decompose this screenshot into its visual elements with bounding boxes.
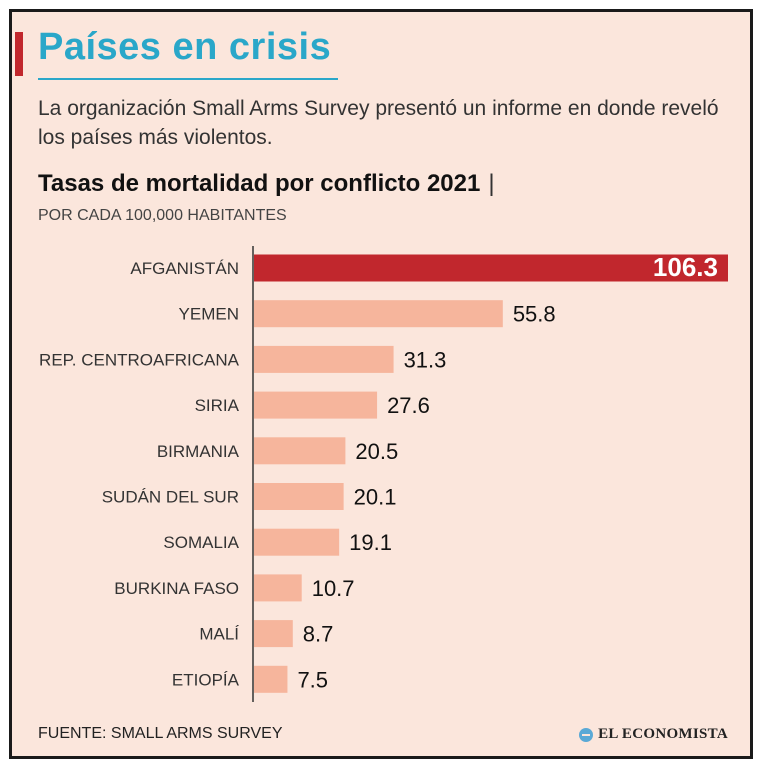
category-label: SIRIA: [195, 396, 240, 415]
category-label: ETIOPÍA: [172, 670, 240, 689]
bar: [254, 437, 346, 465]
title-accent-bar: [15, 32, 23, 76]
bar: [254, 528, 340, 556]
value-label: 20.5: [355, 439, 398, 464]
title-underline: [38, 78, 338, 80]
chart-title: Tasas de mortalidad por conflicto 2021 |: [38, 170, 495, 198]
brand-name: EL ECONOMISTA: [598, 726, 728, 742]
value-label: 10.7: [312, 576, 355, 601]
category-label: SUDÁN DEL SUR: [102, 488, 239, 507]
chart-subtitle: POR CADA 100,000 HABITANTES: [38, 207, 287, 224]
value-label: 27.6: [387, 393, 430, 418]
value-label: 20.1: [354, 485, 397, 510]
value-label: 106.3: [653, 252, 718, 282]
category-label: BURKINA FASO: [114, 579, 239, 598]
bar: [254, 254, 728, 282]
chart-title-text: Tasas de mortalidad por conflicto 2021: [38, 170, 481, 197]
infographic-card: Países en crisis La organización Small A…: [9, 9, 753, 759]
logo-circle-icon: [579, 727, 594, 742]
intro-text: La organización Small Arms Survey presen…: [38, 97, 719, 149]
bar: [254, 620, 293, 648]
category-label: MALÍ: [199, 625, 239, 644]
chart-title-separator: |: [488, 170, 495, 197]
bar: [254, 300, 503, 328]
bar: [254, 391, 378, 419]
bar-chart: AFGANISTÁN 106.3 YEMEN 55.8 REP. CENTROAFRIC…: [39, 246, 728, 702]
brand-logo: EL ECONOMISTA: [579, 726, 728, 743]
source-note: FUENTE: SMALL ARMS SURVEY: [38, 725, 283, 742]
bar: [254, 345, 394, 373]
value-label: 8.7: [303, 622, 334, 647]
page-title: Países en crisis: [38, 26, 332, 68]
category-label: BIRMANIA: [157, 442, 240, 461]
bar: [254, 574, 302, 602]
category-label: YEMEN: [179, 305, 239, 324]
category-label: AFGANISTÁN: [130, 259, 239, 278]
bar: [254, 665, 288, 693]
value-label: 19.1: [349, 530, 392, 555]
value-label: 55.8: [513, 302, 556, 327]
category-label: SOMALIA: [163, 533, 239, 552]
value-label: 31.3: [404, 347, 447, 372]
category-label: REP. CENTROAFRICANA: [39, 350, 240, 369]
bar: [254, 483, 344, 510]
value-label: 7.5: [297, 667, 328, 692]
